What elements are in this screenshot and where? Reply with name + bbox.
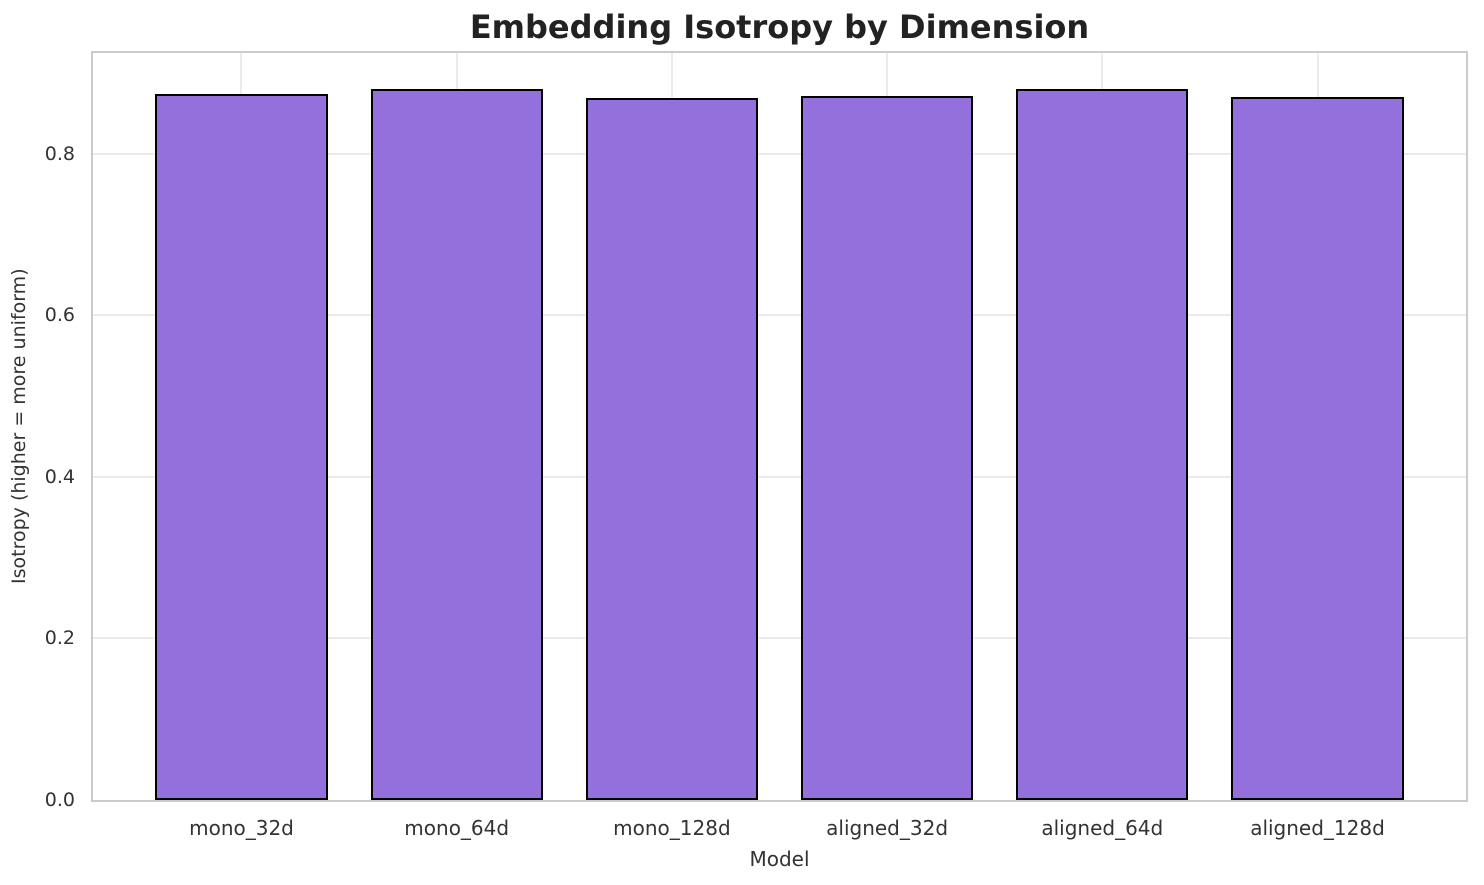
y-tick-label: 0.4 [44, 465, 75, 488]
chart-title: Embedding Isotropy by Dimension [469, 8, 1090, 46]
x-tick-label: mono_128d [613, 816, 731, 840]
bar-aligned_32d [801, 95, 974, 800]
bar-mono_32d [155, 94, 328, 800]
gridline-y-0.8 [93, 152, 1466, 155]
bar-mono_64d [370, 89, 543, 800]
plot-area [91, 51, 1468, 802]
bar-mono_128d [585, 98, 758, 800]
x-tick-label: aligned_32d [826, 816, 949, 840]
gridline-y-0.4 [93, 475, 1466, 478]
x-tick-label: mono_64d [404, 816, 510, 840]
y-tick-label: 0.8 [44, 142, 75, 165]
y-tick-label: 0.2 [44, 627, 75, 650]
x-tick-label: aligned_64d [1041, 816, 1164, 840]
y-tick-label: 0.0 [44, 789, 75, 811]
bar-aligned_128d [1231, 97, 1404, 800]
gridline-y-0.2 [93, 637, 1466, 640]
x-axis-label: Model [749, 847, 810, 871]
x-tick-label: mono_32d [189, 816, 294, 840]
gridline-y-0.6 [93, 314, 1466, 317]
bar-aligned_64d [1016, 88, 1189, 800]
y-tick-label: 0.6 [44, 304, 75, 327]
x-tick-label: aligned_128d [1250, 816, 1385, 840]
